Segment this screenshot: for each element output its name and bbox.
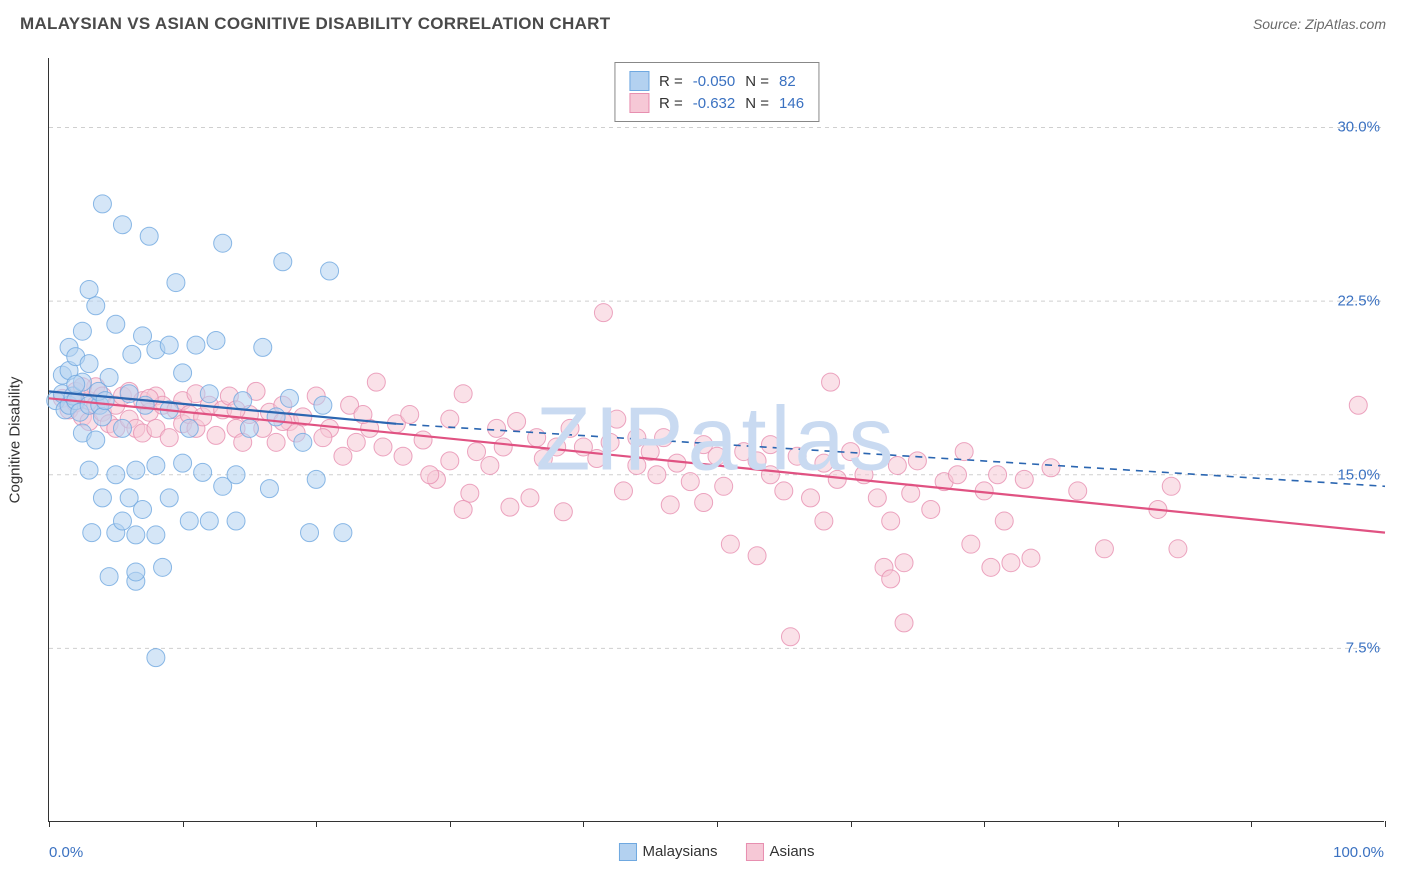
x-tick — [1118, 821, 1119, 827]
legend-bottom: Malaysians Asians — [618, 843, 814, 861]
chart-plot-area: Cognitive Disability ZIPatlas R = -0.050… — [48, 58, 1384, 822]
x-axis-max-label: 100.0% — [1333, 844, 1384, 861]
y-tick-label: 15.0% — [1337, 466, 1386, 483]
y-axis-title: Cognitive Disability — [7, 376, 24, 503]
x-tick — [583, 821, 584, 827]
n-value-series1: 82 — [779, 73, 796, 90]
y-tick-label: 30.0% — [1337, 119, 1386, 136]
source-label: Source: ZipAtlas.com — [1253, 16, 1386, 32]
x-tick — [851, 821, 852, 827]
stats-legend-box: R = -0.050 N = 82 R = -0.632 N = 146 — [614, 62, 819, 122]
scatter-svg — [49, 58, 1384, 821]
stats-row-series2: R = -0.632 N = 146 — [629, 93, 804, 113]
n-label: N = — [745, 95, 769, 112]
n-value-series2: 146 — [779, 95, 804, 112]
x-tick — [450, 821, 451, 827]
r-value-series1: -0.050 — [693, 73, 736, 90]
x-tick — [717, 821, 718, 827]
legend-swatch-series2 — [746, 843, 764, 861]
legend-label-series1: Malaysians — [642, 843, 717, 860]
r-label: R = — [659, 73, 683, 90]
legend-item-series2: Asians — [746, 843, 815, 861]
legend-item-series1: Malaysians — [618, 843, 717, 861]
x-tick — [49, 821, 50, 827]
x-tick — [1385, 821, 1386, 827]
swatch-series2 — [629, 93, 649, 113]
x-tick — [1251, 821, 1252, 827]
x-axis-min-label: 0.0% — [49, 844, 83, 861]
x-tick — [316, 821, 317, 827]
y-tick-label: 7.5% — [1346, 640, 1386, 657]
chart-title: MALAYSIAN VS ASIAN COGNITIVE DISABILITY … — [20, 14, 610, 34]
x-tick — [183, 821, 184, 827]
swatch-series1 — [629, 71, 649, 91]
r-value-series2: -0.632 — [693, 95, 736, 112]
legend-swatch-series1 — [618, 843, 636, 861]
stats-row-series1: R = -0.050 N = 82 — [629, 71, 804, 91]
n-label: N = — [745, 73, 769, 90]
legend-label-series2: Asians — [770, 843, 815, 860]
x-tick — [984, 821, 985, 827]
r-label: R = — [659, 95, 683, 112]
y-tick-label: 22.5% — [1337, 293, 1386, 310]
